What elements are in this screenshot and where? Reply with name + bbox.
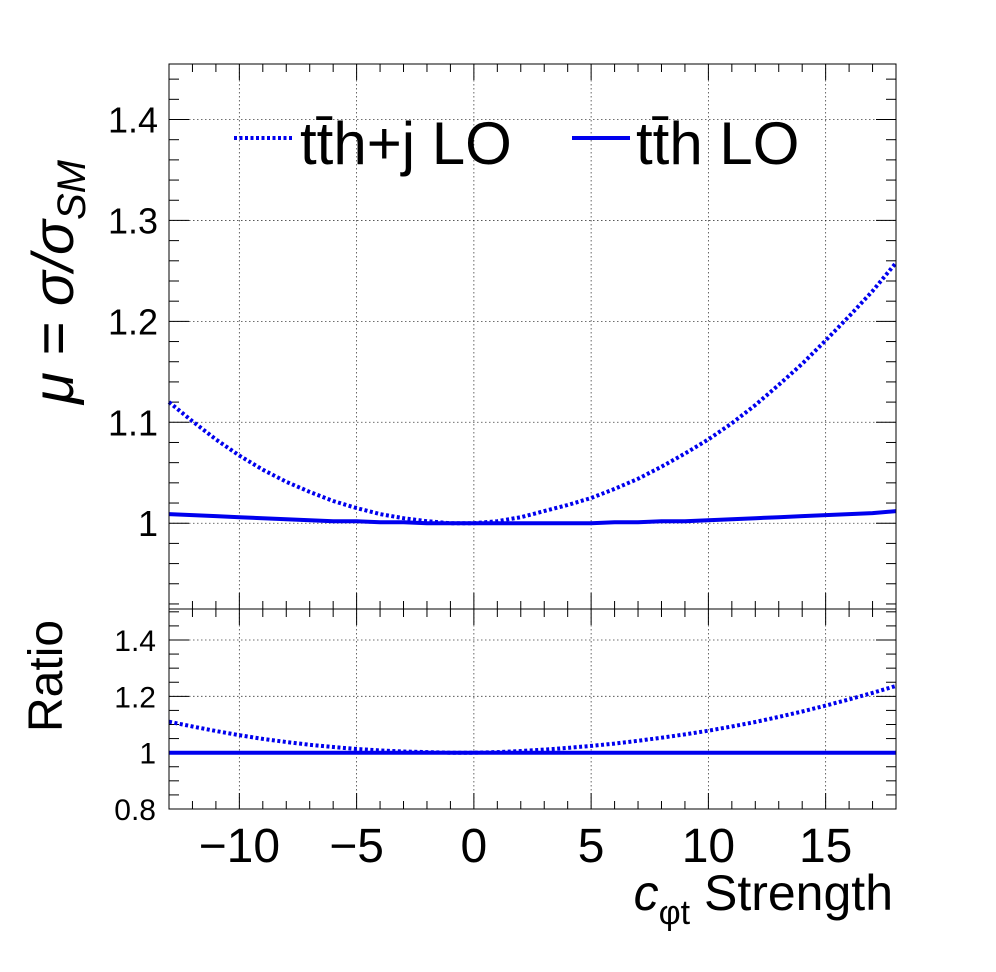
- x-tick-label: 10: [682, 820, 735, 873]
- top-y-tick-label: 1.3: [108, 200, 158, 241]
- top-grid: [169, 64, 896, 609]
- top-series: [167, 261, 898, 526]
- series-line-tthj: [167, 261, 898, 526]
- x-axis-label: cφt Strength: [634, 865, 893, 932]
- legend-label-tth: tt̄h LO: [636, 110, 799, 177]
- legend-label-tthj: tt̄h+j LO: [300, 110, 512, 177]
- bottom-y-tick-label: 0.8: [114, 794, 156, 827]
- top-y-axis-label-main: μ = σ/σ: [21, 218, 86, 406]
- top-y-tick-label: 1.4: [108, 100, 158, 141]
- bottom-ticks: [168, 609, 897, 810]
- bottom-ytick-labels: 0.8 1 1.2 1.4: [114, 625, 156, 827]
- bottom-y-tick-label: 1.2: [114, 681, 156, 714]
- legend: tt̄h+j LO tt̄h LO: [234, 110, 799, 177]
- top-y-tick-label: 1: [138, 503, 158, 544]
- bottom-grid: [169, 609, 896, 810]
- series-line-tth: [168, 509, 897, 526]
- x-axis-label-sub: φt: [659, 894, 691, 932]
- bottom-y-tick-label: 1: [139, 738, 156, 771]
- top-y-tick-label: 1.1: [108, 402, 158, 443]
- series-line-tthj: [168, 683, 897, 755]
- x-tick-label: 5: [578, 820, 605, 873]
- top-y-tick-label: 1.2: [108, 301, 158, 342]
- bottom-y-tick-label: 1.4: [114, 625, 156, 658]
- top-y-axis-label-sub: SM: [50, 159, 94, 220]
- x-tick-label: 0: [461, 820, 488, 873]
- x-axis-label-main: c: [634, 865, 659, 921]
- bottom-plot-frame: [168, 608, 897, 810]
- bottom-series: [168, 683, 897, 755]
- x-tick-label: −5: [329, 820, 384, 873]
- x-tick-labels: −10 −5 0 5 10 15: [199, 820, 853, 873]
- x-axis-label-rest: Strength: [690, 865, 893, 921]
- top-ytick-labels: 1 1.1 1.2 1.3 1.4: [108, 100, 158, 545]
- bottom-panel: 0.8 1 1.2 1.4 −10 −5 0 5 10 15 Ratio cφt Strengt…: [20, 608, 897, 932]
- top-ticks: [168, 64, 897, 609]
- top-y-axis-label: μ = σ/σSM: [21, 159, 94, 406]
- top-panel: 1 1.1 1.2 1.3 1.4 μ = σ/σSM tt̄h+j LO tt̄h L…: [21, 63, 898, 610]
- bottom-y-axis-label: Ratio: [20, 620, 73, 732]
- x-tick-label: 15: [799, 820, 852, 873]
- x-tick-label: −10: [199, 820, 280, 873]
